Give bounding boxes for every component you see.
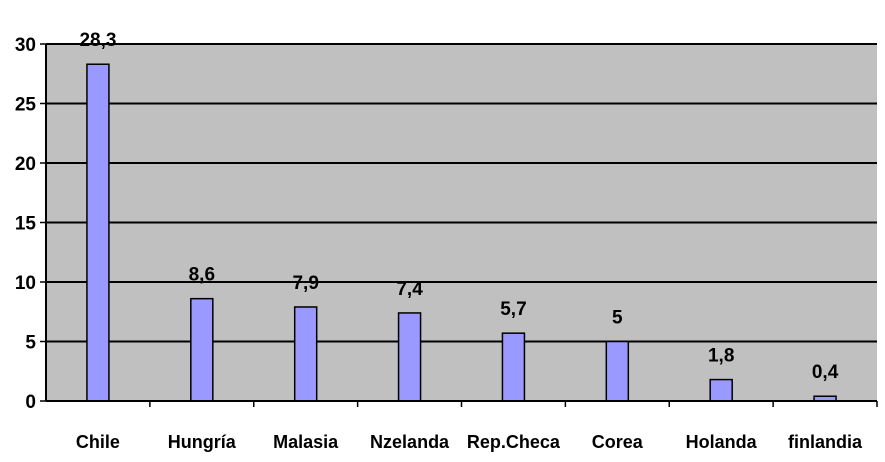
x-tick-label: Rep.Checa bbox=[467, 432, 561, 452]
x-tick-label: Nzelanda bbox=[370, 432, 450, 452]
data-label: 5,7 bbox=[500, 299, 526, 320]
bar-chile bbox=[86, 63, 110, 402]
gridlines bbox=[46, 43, 877, 343]
data-label: 0,4 bbox=[812, 362, 839, 383]
x-tick-label: Hungría bbox=[168, 432, 237, 452]
y-tick-label: 20 bbox=[15, 154, 36, 175]
x-tick-label: Holanda bbox=[686, 432, 758, 452]
y-tick-label: 30 bbox=[15, 35, 36, 56]
data-labels: 28,3 8,6 7,9 7,4 5,7 5 1,8 0,4 bbox=[79, 30, 838, 383]
data-label: 8,6 bbox=[189, 265, 215, 286]
y-tick-label: 15 bbox=[15, 214, 37, 235]
bar-malasia bbox=[293, 306, 318, 402]
x-tick-label: Chile bbox=[76, 432, 120, 452]
data-label: 28,3 bbox=[79, 30, 116, 51]
x-tick-label: Malasia bbox=[273, 432, 339, 452]
y-tick-label: 5 bbox=[25, 333, 36, 354]
bars bbox=[86, 63, 837, 402]
y-tick-label: 10 bbox=[15, 273, 36, 294]
bar-nzelanda bbox=[397, 312, 422, 402]
bar-holanda bbox=[709, 378, 733, 402]
x-tick-label: Corea bbox=[592, 432, 644, 452]
data-label: 1,8 bbox=[708, 346, 734, 367]
bar-hungr-a bbox=[190, 297, 214, 402]
y-axis-ticks: 0 5 10 15 20 25 30 bbox=[15, 35, 46, 413]
bar-rep-checa bbox=[501, 332, 526, 402]
data-label: 5 bbox=[612, 308, 623, 329]
data-label: 7,9 bbox=[292, 273, 318, 294]
y-tick-label: 25 bbox=[15, 95, 37, 116]
data-label: 7,4 bbox=[396, 279, 423, 300]
bar-corea bbox=[605, 340, 630, 402]
x-axis-ticks: Chile Hungría Malasia Nzelanda Rep.Checa Core… bbox=[76, 401, 878, 452]
y-tick-label: 0 bbox=[25, 392, 36, 413]
x-tick-label: finlandia bbox=[788, 432, 863, 452]
